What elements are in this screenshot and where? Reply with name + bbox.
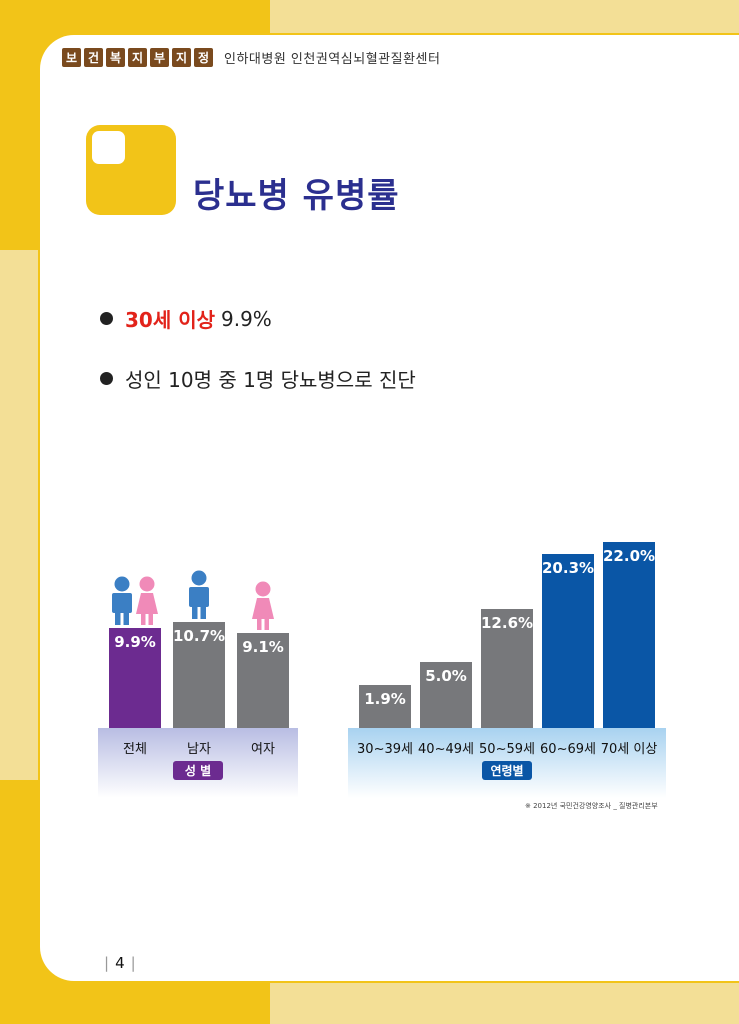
bar-value-label: 5.0% xyxy=(425,667,467,685)
header-chip: 보 xyxy=(62,47,81,67)
bullet-highlight: 30세 이상 xyxy=(125,308,215,332)
category-label: 전체 xyxy=(123,742,147,757)
chart-group-label: 연령별 xyxy=(482,761,532,780)
category-label: 50~59세 xyxy=(479,742,535,757)
bar-value-label: 9.9% xyxy=(114,633,156,651)
header-chip: 지 xyxy=(172,47,191,67)
category-label: 70세 이상 xyxy=(600,742,658,757)
chart-bar: 20.3% xyxy=(542,554,594,728)
page-number-value: 4 xyxy=(115,954,125,972)
category-label: 여자 xyxy=(251,742,275,757)
chart-group-label: 성 별 xyxy=(173,761,223,780)
bullet-dot xyxy=(100,312,113,325)
man-woman-icon xyxy=(111,576,159,626)
chart-bar: 10.7% xyxy=(173,622,225,728)
header-text: 인하대병원 인천권역심뇌혈관질환센터 xyxy=(224,51,441,67)
chart-bar: 1.9% xyxy=(359,685,411,728)
chart-bar: 9.9% xyxy=(109,628,161,728)
category-label: 30~39세 xyxy=(357,742,413,757)
category-label: 60~69세 xyxy=(540,742,596,757)
bar-value-label: 22.0% xyxy=(603,547,656,565)
chart-bar: 12.6% xyxy=(481,609,533,728)
header-chip: 복 xyxy=(106,47,125,67)
bullet-item: 성인 10명 중 1명 당뇨병으로 진단 xyxy=(100,364,416,393)
chart-bar: 22.0% xyxy=(603,542,655,728)
header-chip: 부 xyxy=(150,47,169,67)
header-chip: 건 xyxy=(84,47,103,67)
bullet-dot xyxy=(100,372,113,385)
bar-value-label: 10.7% xyxy=(173,627,226,645)
bullet-text: 성인 10명 중 1명 당뇨병으로 진단 xyxy=(125,368,416,392)
page-number: | 4 | xyxy=(104,954,136,972)
bar-value-label: 1.9% xyxy=(364,690,406,708)
page-title: 당뇨병 유병률 xyxy=(193,176,400,216)
category-label: 40~49세 xyxy=(418,742,474,757)
header-chip: 지 xyxy=(128,47,147,67)
chart-bar: 5.0% xyxy=(420,662,472,728)
bar-value-label: 9.1% xyxy=(242,638,284,656)
man-icon xyxy=(188,570,210,624)
bar-value-label: 12.6% xyxy=(481,614,534,632)
source-note: ※ 2012년 국민건강영양조사 _ 질병관리본부 xyxy=(525,802,658,810)
chart-bar: 9.1% xyxy=(237,633,289,728)
header-chip: 정 xyxy=(194,47,213,67)
bullet-item: 30세 이상 9.9% xyxy=(100,304,272,333)
bullet-text: 9.9% xyxy=(221,306,272,331)
woman-icon xyxy=(251,581,275,635)
bar-value-label: 20.3% xyxy=(542,559,595,577)
title-decoration xyxy=(86,125,176,215)
category-label: 남자 xyxy=(187,742,211,757)
